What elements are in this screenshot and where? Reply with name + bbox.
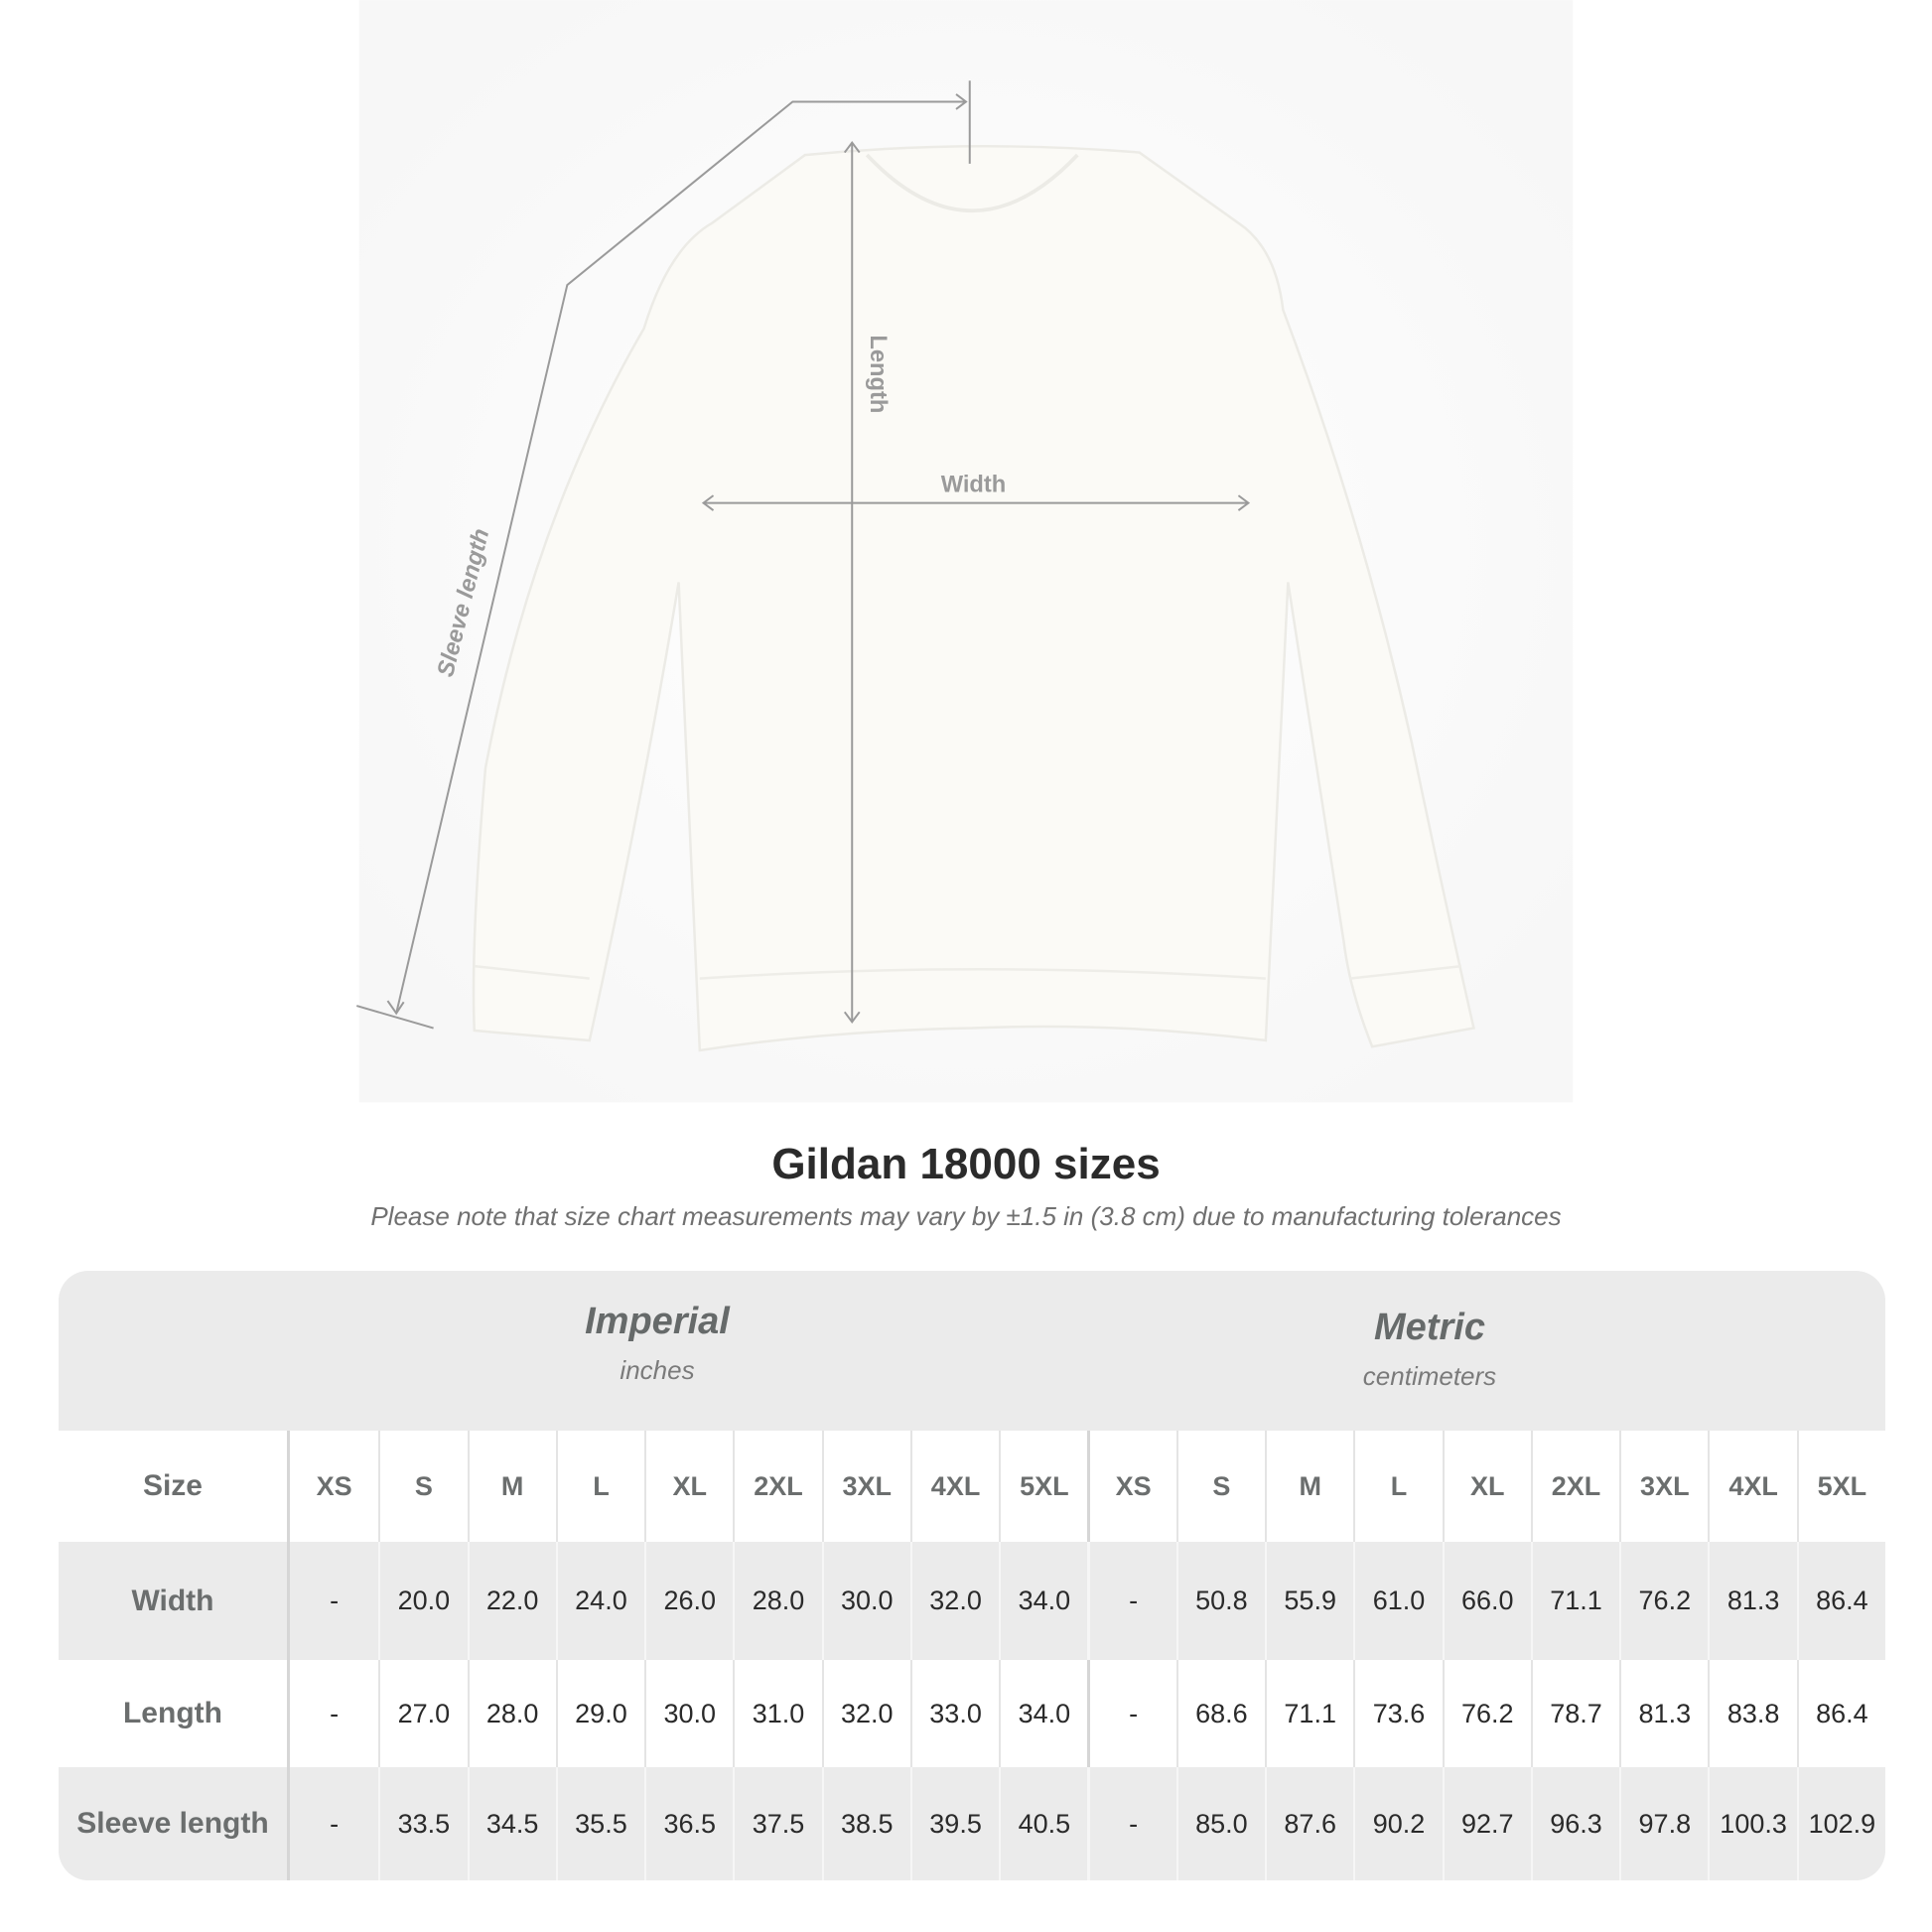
imperial-value-cell: 40.5 <box>999 1767 1087 1880</box>
unit-header: Imperial inches Metric centimeters <box>59 1271 1885 1431</box>
size-header-cell: M <box>1265 1431 1353 1542</box>
metric-value-cell: - <box>1087 1542 1175 1660</box>
imperial-value-cell: - <box>330 1808 340 1839</box>
metric-value-cell: 55.9 <box>1265 1542 1353 1660</box>
imperial-value-cell: 26.0 <box>644 1542 733 1660</box>
imperial-value-cell: 35.5 <box>555 1767 644 1880</box>
metric-value-cell: 102.9 <box>1796 1767 1885 1880</box>
imperial-value-cell: 22.0 <box>467 1542 556 1660</box>
row-label: Sleeve length <box>59 1767 290 1880</box>
imperial-value-cell: 28.0 <box>733 1542 821 1660</box>
metric-value-cell: 81.3 <box>1708 1542 1796 1660</box>
metric-value-cell: 73.6 <box>1353 1660 1442 1767</box>
size-header-cell: 5XL <box>1796 1431 1885 1542</box>
metric-value-cell: 66.0 <box>1442 1542 1531 1660</box>
metric-value-cell: 85.0 <box>1175 1767 1265 1880</box>
table-row: Length -27.0 28.0 29.0 30.0 31.0 32.0 33.0 34.0-… <box>59 1660 1885 1767</box>
imperial-value-cell: 30.0 <box>821 1542 910 1660</box>
imperial-value-cell: 39.5 <box>909 1767 999 1880</box>
metric-value-cell: 86.4 <box>1796 1660 1885 1767</box>
imperial-value-cell: 36.5 <box>644 1767 733 1880</box>
metric-value-cell: 90.2 <box>1353 1767 1442 1880</box>
metric-title: Metric <box>1374 1307 1485 1348</box>
size-header-cell: 2XL <box>733 1431 821 1542</box>
imperial-value-cell: 27.0 <box>378 1660 467 1767</box>
metric-value-cell: 61.0 <box>1353 1542 1442 1660</box>
imperial-value-cell: 29.0 <box>555 1660 644 1767</box>
sweatshirt <box>472 145 1475 1052</box>
metric-value-cell: 76.2 <box>1619 1542 1708 1660</box>
imperial-value-cell: 33.0 <box>909 1660 999 1767</box>
metric-value-cell: 83.8 <box>1708 1660 1796 1767</box>
imperial-value-cell: 34.0 <box>999 1660 1087 1767</box>
imperial-value-cell: - <box>330 1586 340 1615</box>
imperial-value-cell: - <box>330 1698 340 1728</box>
imperial-title: Imperial <box>585 1301 730 1342</box>
length-label: Length <box>865 335 891 413</box>
metric-value-cell: 96.3 <box>1530 1767 1619 1880</box>
metric-value-cell: 71.1 <box>1265 1660 1353 1767</box>
tolerance-note: Please note that size chart measurements… <box>370 1201 1562 1231</box>
imperial-value-cell: 24.0 <box>555 1542 644 1660</box>
size-header-cell: 2XL <box>1530 1431 1619 1542</box>
imperial-value-cell: 20.0 <box>378 1542 467 1660</box>
table-row: Width -20.0 22.0 24.0 26.0 28.0 30.0 32.0 34.0-5… <box>59 1542 1885 1660</box>
sleeve-length-line <box>395 100 966 1014</box>
size-header-cell: M <box>467 1431 556 1542</box>
metric-value-cell: 50.8 <box>1175 1542 1265 1660</box>
metric-value-cell: 87.6 <box>1265 1767 1353 1880</box>
row-label: Length <box>59 1660 290 1767</box>
metric-value-cell: - <box>1087 1767 1175 1880</box>
size-table: Imperial inches Metric centimeters Size X… <box>59 1271 1885 1880</box>
imperial-value-cell: 38.5 <box>821 1767 910 1880</box>
metric-value-cell: - <box>1087 1660 1175 1767</box>
size-header-cell: 4XL <box>909 1431 999 1542</box>
metric-unit: centimeters <box>1362 1361 1497 1391</box>
imperial-value-cell: 34.0 <box>999 1542 1087 1660</box>
metric-value-cell: 92.7 <box>1442 1767 1531 1880</box>
size-header-cell: L <box>1353 1431 1442 1542</box>
imperial-value-cell: 28.0 <box>467 1660 556 1767</box>
metric-value-cell: 86.4 <box>1796 1542 1885 1660</box>
metric-value-cell: 78.7 <box>1530 1660 1619 1767</box>
size-header-cell: XL <box>1442 1431 1531 1542</box>
size-header-cell: S <box>378 1431 467 1542</box>
size-header-row: Size XS S M L XL 2XL 3XL 4XL 5XL XS S M L XL 2XL 3XL 4XL 5… <box>59 1431 1885 1542</box>
metric-header: Metric centimeters <box>1082 1307 1777 1392</box>
size-header-cell: L <box>555 1431 644 1542</box>
imperial-value-cell: 32.0 <box>909 1542 999 1660</box>
size-header-cell: 3XL <box>1619 1431 1708 1542</box>
imperial-header: Imperial inches <box>310 1301 1005 1386</box>
metric-value-cell: 71.1 <box>1530 1542 1619 1660</box>
row-label: Width <box>59 1542 290 1660</box>
imperial-value-cell: 31.0 <box>733 1660 821 1767</box>
imperial-value-cell: 37.5 <box>733 1767 821 1880</box>
size-header-cell: 4XL <box>1708 1431 1796 1542</box>
size-header-cell: XL <box>644 1431 733 1542</box>
imperial-value-cell: 34.5 <box>467 1767 556 1880</box>
size-header-cell: 3XL <box>821 1431 910 1542</box>
sweatshirt-measurement-diagram: Length Width Sleeve length <box>355 0 1574 1103</box>
imperial-unit: inches <box>620 1355 695 1385</box>
imperial-value-cell: 30.0 <box>644 1660 733 1767</box>
imperial-value-cell: 32.0 <box>821 1660 910 1767</box>
size-header-cell: S <box>1175 1431 1265 1542</box>
width-label: Width <box>941 472 1007 497</box>
metric-value-cell: 97.8 <box>1619 1767 1708 1880</box>
table-row: Sleeve length - 33.5 34.5 35.5 36.5 37.5 38.5 39… <box>59 1767 1885 1880</box>
size-header-cell: XS <box>316 1470 352 1501</box>
metric-value-cell: 76.2 <box>1442 1660 1531 1767</box>
page-title: Gildan 18000 sizes <box>771 1140 1161 1188</box>
row-label: Size <box>59 1431 290 1542</box>
imperial-value-cell: 33.5 <box>378 1767 467 1880</box>
size-header-cell: XS <box>1087 1431 1175 1542</box>
size-header-cell: 5XL <box>999 1431 1087 1542</box>
metric-value-cell: 68.6 <box>1175 1660 1265 1767</box>
metric-value-cell: 81.3 <box>1619 1660 1708 1767</box>
metric-value-cell: 100.3 <box>1708 1767 1796 1880</box>
